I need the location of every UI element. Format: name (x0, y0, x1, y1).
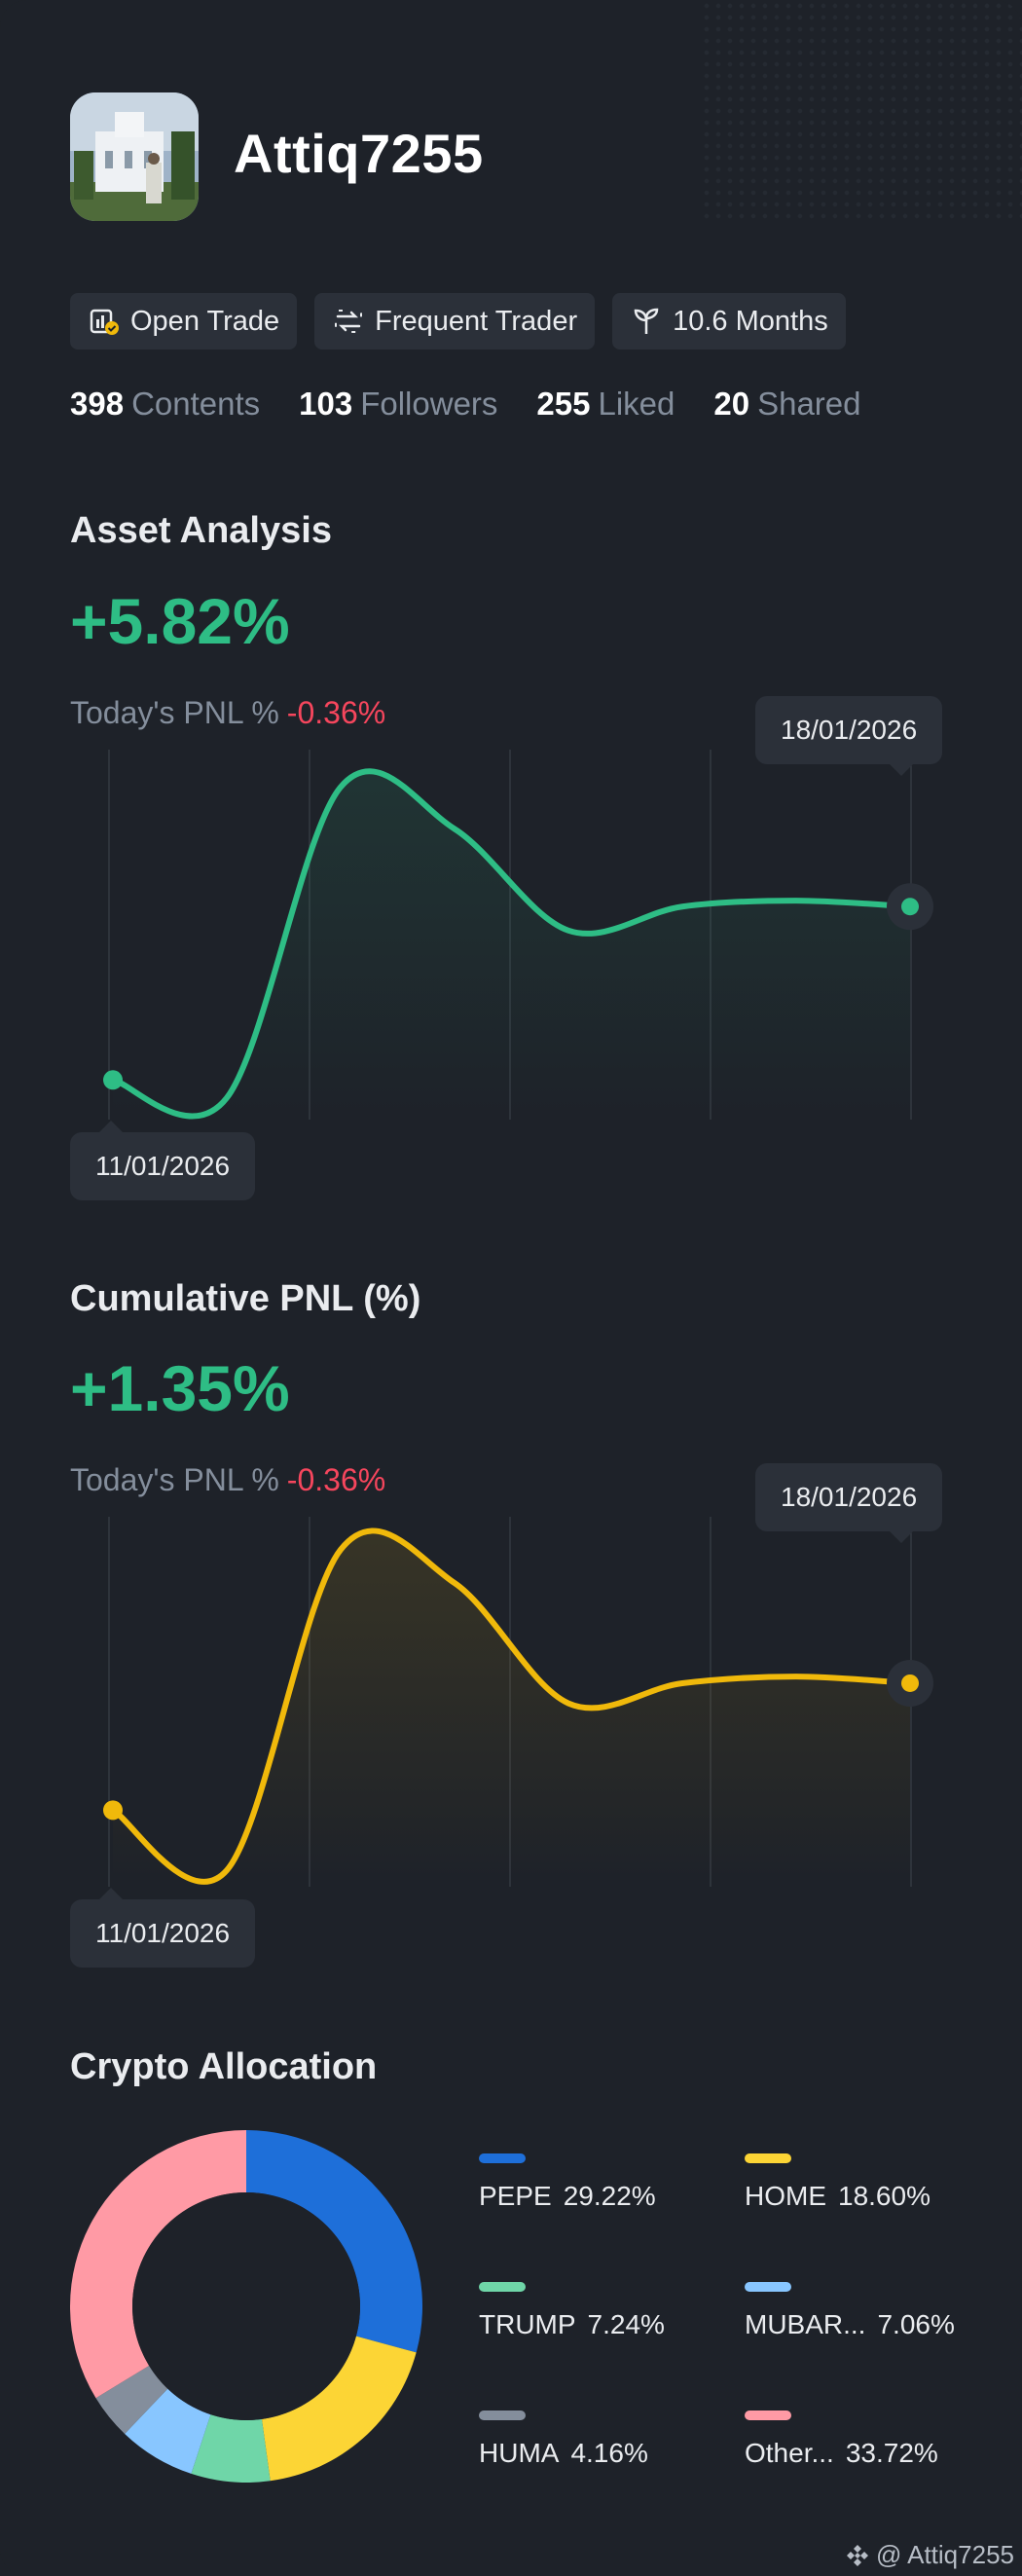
legend-item[interactable]: HUMA 4.16% (479, 2410, 742, 2469)
open-trade-icon (90, 309, 119, 335)
legend-swatch (745, 2410, 791, 2420)
legend-name: MUBAR... (745, 2309, 866, 2339)
chart-end-marker (901, 1674, 919, 1692)
asset-analysis-chart[interactable] (58, 750, 964, 1129)
legend-item[interactable]: MUBAR... 7.06% (745, 2282, 1007, 2340)
stats-row: 398 Contents 103 Followers 255 Liked 20 Shar… (70, 386, 861, 423)
cumulative-today-pnl: Today's PNL % -0.36% (70, 1462, 385, 1498)
legend-item[interactable]: TRUMP 7.24% (479, 2282, 742, 2340)
asset-end-date-tooltip: 18/01/2026 (755, 696, 943, 776)
stat-value: 398 (70, 386, 125, 422)
legend-item[interactable]: PEPE 29.22% (479, 2153, 742, 2212)
allocation-legend: PEPE 29.22% HOME 18.60% TRUMP 7.24% MUBAR... 7.… (479, 2153, 985, 2484)
legend-item[interactable]: HOME 18.60% (745, 2153, 1007, 2212)
chart-series-line (110, 768, 913, 1120)
today-pnl-label: Today's PNL % (70, 1462, 279, 1497)
legend-percent: 18.60% (838, 2181, 931, 2211)
asset-analysis-value: +5.82% (70, 585, 290, 657)
today-pnl-label: Today's PNL % (70, 695, 279, 730)
donut-slice-other[interactable] (70, 2130, 246, 2399)
stat-value: 103 (299, 386, 353, 422)
allocation-donut-chart[interactable] (70, 2130, 422, 2483)
legend-swatch (745, 2282, 791, 2292)
decorative-dots (701, 0, 1022, 224)
stat-value: 255 (536, 386, 591, 422)
donut-slice-huma[interactable] (95, 2365, 168, 2435)
legend-swatch (479, 2153, 526, 2163)
binance-logo-icon (846, 2544, 868, 2566)
donut-slice-pepe[interactable] (246, 2130, 422, 2353)
stat-label: Followers (360, 386, 498, 422)
sprout-icon (634, 308, 659, 334)
chart-series-line (110, 1527, 913, 1885)
legend-name: HOME (745, 2181, 826, 2211)
crypto-allocation-title: Crypto Allocation (70, 2046, 378, 2087)
stat-label: Contents (131, 386, 261, 422)
cumulative-pnl-title: Cumulative PNL (%) (70, 1278, 421, 1319)
stat-label: Shared (757, 386, 861, 422)
badge-row: Open Trade Frequent Trader 10.6 Months (70, 293, 846, 350)
legend-name: PEPE (479, 2181, 552, 2211)
legend-text: Other... 33.72% (745, 2438, 1007, 2469)
legend-name: TRUMP (479, 2309, 576, 2339)
stat-label: Liked (598, 386, 675, 422)
legend-text: PEPE 29.22% (479, 2181, 742, 2212)
frequent-trader-icon (335, 310, 363, 333)
legend-text: HOME 18.60% (745, 2181, 1007, 2212)
stat-followers[interactable]: 103 Followers (299, 386, 497, 423)
stat-value: 20 (713, 386, 750, 422)
cumulative-end-date-tooltip: 18/01/2026 (755, 1463, 943, 1543)
today-pnl-value: -0.36% (286, 1462, 386, 1497)
legend-swatch (745, 2153, 791, 2163)
asset-start-date-tooltip: 11/01/2026 (70, 1121, 256, 1200)
avatar[interactable] (70, 92, 199, 221)
badge-frequent-trader[interactable]: Frequent Trader (314, 293, 596, 350)
badge-open-trade[interactable]: Open Trade (70, 293, 298, 350)
legend-text: TRUMP 7.24% (479, 2309, 742, 2340)
footer-handle: @ Attiq7255 (875, 2540, 1014, 2569)
chart-start-marker (103, 1070, 123, 1090)
legend-swatch (479, 2410, 526, 2420)
donut-slice-mubar[interactable] (125, 2388, 211, 2474)
donut-hole (132, 2192, 360, 2420)
legend-name: HUMA (479, 2438, 560, 2468)
legend-percent: 29.22% (563, 2181, 656, 2211)
legend-percent: 7.06% (877, 2309, 955, 2339)
cumulative-start-date-tooltip: 11/01/2026 (70, 1888, 256, 1968)
asset-analysis-title: Asset Analysis (70, 510, 332, 551)
chart-end-marker (901, 898, 919, 916)
today-pnl-value: -0.36% (286, 695, 386, 730)
asset-today-pnl: Today's PNL % -0.36% (70, 695, 385, 731)
legend-item[interactable]: Other... 33.72% (745, 2410, 1007, 2469)
badge-months[interactable]: 10.6 Months (612, 293, 846, 350)
legend-text: MUBAR... 7.06% (745, 2309, 1007, 2340)
badge-label: Open Trade (130, 305, 280, 337)
stat-contents[interactable]: 398 Contents (70, 386, 260, 423)
chart-area-fill (113, 771, 910, 1117)
footer-watermark: @ Attiq7255 (845, 2540, 1014, 2570)
donut-slice-home[interactable] (261, 2336, 417, 2482)
cumulative-pnl-value: +1.35% (70, 1352, 290, 1424)
cumulative-pnl-chart[interactable] (58, 1517, 964, 1896)
donut-slice-trump[interactable] (191, 2414, 271, 2483)
legend-percent: 33.72% (845, 2438, 938, 2468)
legend-text: HUMA 4.16% (479, 2438, 742, 2469)
legend-name: Other... (745, 2438, 834, 2468)
chart-start-marker (103, 1800, 123, 1821)
chart-area-fill (113, 1530, 910, 1882)
username: Attiq7255 (234, 123, 484, 184)
legend-swatch (479, 2282, 526, 2292)
badge-label: Frequent Trader (375, 305, 578, 337)
legend-percent: 7.24% (587, 2309, 665, 2339)
badge-label: 10.6 Months (673, 305, 828, 337)
stat-shared[interactable]: 20 Shared (713, 386, 860, 423)
stat-liked[interactable]: 255 Liked (536, 386, 675, 423)
legend-percent: 4.16% (570, 2438, 648, 2468)
